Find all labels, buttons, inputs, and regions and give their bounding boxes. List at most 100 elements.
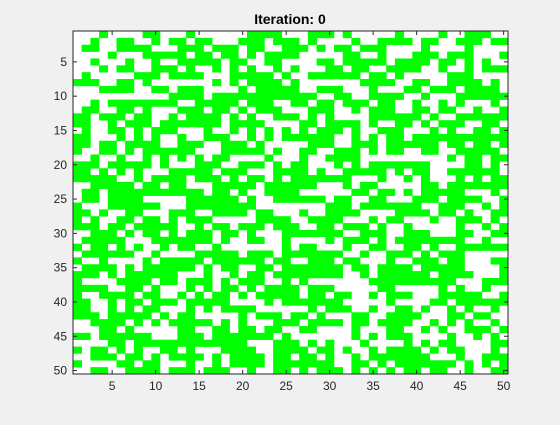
heatmap-cell	[394, 216, 404, 224]
heatmap-cell	[238, 319, 248, 327]
heatmap-cell	[194, 44, 204, 52]
heatmap-cell	[255, 236, 265, 244]
heatmap-cell	[394, 113, 404, 121]
heatmap-cell	[351, 264, 361, 272]
heatmap-cell	[473, 147, 483, 155]
heatmap-cell	[299, 277, 309, 286]
heatmap-cell	[73, 133, 82, 142]
heatmap-cell	[386, 161, 396, 169]
heatmap-cell	[455, 195, 465, 203]
heatmap-cell	[168, 216, 178, 224]
heatmap-cell	[177, 367, 187, 375]
heatmap-cell	[160, 147, 169, 155]
heatmap-cell	[168, 147, 178, 155]
heatmap-cell	[203, 229, 213, 238]
heatmap-cell	[447, 85, 457, 94]
heatmap-cell	[307, 37, 317, 46]
heatmap-cell	[125, 44, 135, 52]
heatmap-cell	[238, 209, 248, 217]
heatmap-cell	[247, 79, 256, 87]
heatmap-cell	[334, 44, 343, 52]
heatmap-cell	[203, 236, 213, 244]
heatmap-cell	[386, 291, 396, 299]
heatmap-cell	[194, 51, 204, 59]
heatmap-cell	[203, 175, 213, 183]
heatmap-cell	[255, 312, 265, 320]
heatmap-cell	[247, 353, 256, 361]
heatmap-cell	[386, 257, 396, 265]
heatmap-cell	[386, 332, 396, 340]
heatmap-cell	[394, 133, 404, 142]
heatmap-cell	[186, 312, 196, 320]
heatmap-cell	[212, 298, 222, 306]
heatmap-cell	[281, 264, 291, 272]
heatmap-cell	[177, 319, 187, 327]
heatmap-cell	[377, 79, 387, 87]
heatmap-cell	[90, 161, 100, 169]
heatmap-cell	[394, 312, 404, 320]
heatmap-cell	[360, 250, 370, 258]
heatmap-cell	[438, 133, 448, 142]
heatmap-cell	[455, 243, 465, 251]
heatmap-cell	[368, 85, 378, 94]
heatmap-cell	[99, 236, 109, 244]
heatmap-cell	[160, 65, 169, 73]
heatmap-cell	[490, 133, 500, 142]
heatmap-cell	[194, 168, 204, 176]
heatmap-cell	[142, 229, 152, 238]
heatmap-cell	[481, 223, 491, 231]
heatmap-cell	[403, 58, 413, 66]
heatmap-cell	[247, 250, 256, 258]
heatmap-cell	[447, 271, 457, 279]
heatmap-cell	[325, 216, 335, 224]
heatmap-cell	[168, 367, 178, 375]
heatmap-cell	[394, 120, 404, 128]
heatmap-cell	[499, 140, 509, 148]
heatmap-cell	[255, 175, 265, 183]
heatmap-cell	[394, 360, 404, 368]
heatmap-cell	[220, 264, 230, 272]
heatmap-cell	[220, 99, 230, 107]
heatmap-cell	[133, 209, 143, 217]
heatmap-cell	[490, 147, 500, 155]
heatmap-cell	[377, 92, 387, 100]
heatmap-cell	[499, 339, 509, 347]
heatmap-cell	[403, 65, 413, 73]
heatmap-cell	[342, 44, 352, 52]
heatmap-cell	[142, 154, 152, 162]
heatmap-cell	[125, 353, 135, 361]
heatmap-cell	[360, 65, 370, 73]
heatmap-cell	[464, 147, 474, 155]
heatmap-cell	[247, 195, 256, 203]
heatmap-cell	[455, 312, 465, 320]
heatmap-cell	[116, 37, 126, 46]
heatmap-cell	[412, 229, 422, 238]
heatmap-cell	[125, 195, 135, 203]
heatmap-cell	[273, 353, 283, 361]
heatmap-cell	[307, 271, 317, 279]
heatmap-cell	[447, 79, 457, 87]
heatmap-cell	[99, 229, 109, 238]
heatmap-cell	[220, 202, 230, 210]
heatmap-cell	[255, 353, 265, 361]
heatmap-cell	[116, 181, 126, 190]
heatmap-cell	[247, 236, 256, 244]
heatmap-cell	[125, 85, 135, 94]
heatmap-cell	[316, 106, 326, 114]
heatmap-cell	[455, 37, 465, 46]
heatmap-cell	[220, 92, 230, 100]
heatmap-cell	[281, 133, 291, 142]
heatmap-cell	[299, 147, 309, 155]
heatmap-cell	[116, 250, 126, 258]
heatmap-cell	[281, 85, 291, 94]
heatmap-cell	[299, 312, 309, 320]
heatmap-cell	[264, 312, 274, 320]
heatmap-cell	[81, 79, 91, 87]
heatmap-cell	[281, 236, 291, 244]
heatmap-cell	[377, 360, 387, 368]
heatmap-cell	[273, 195, 283, 203]
heatmap-cell	[386, 92, 396, 100]
heatmap-cell	[73, 277, 82, 286]
heatmap-cell	[412, 353, 422, 361]
heatmap-cell	[351, 120, 361, 128]
